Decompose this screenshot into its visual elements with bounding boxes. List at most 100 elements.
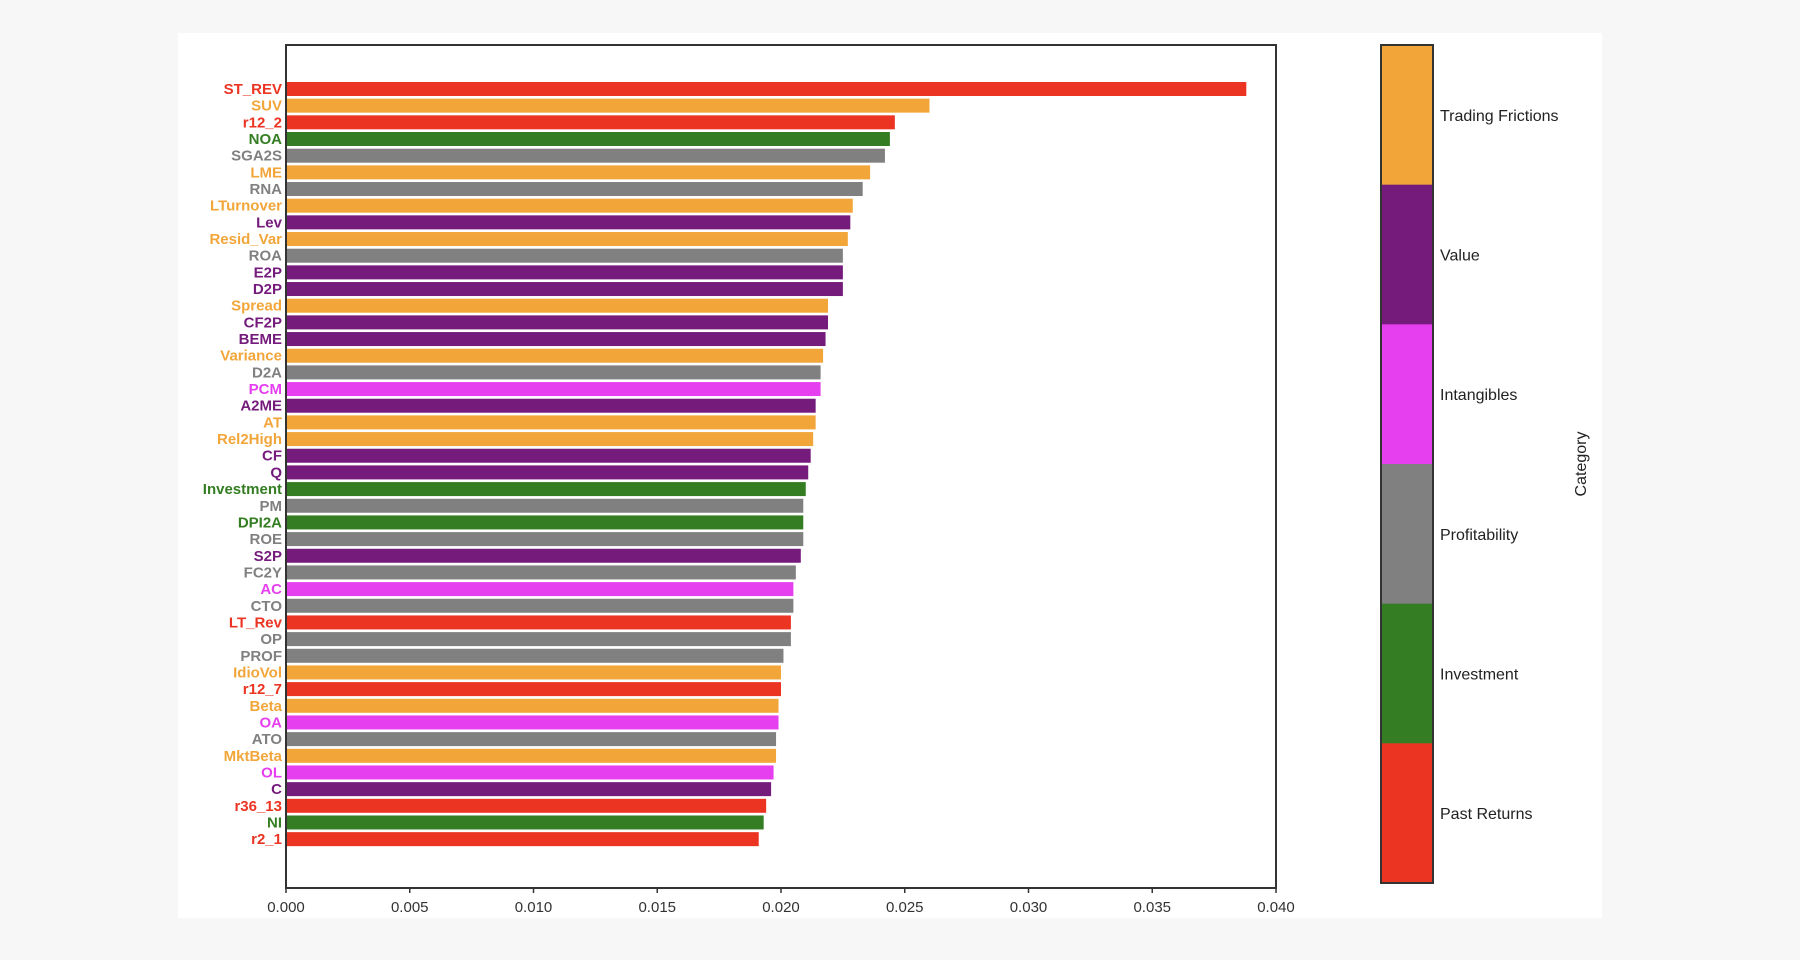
x-tick-label: 0.025: [886, 899, 924, 916]
bar-roe: [286, 532, 804, 547]
bar-beme: [286, 332, 826, 347]
bar-label-lme: LME: [250, 164, 282, 181]
figure-card: ST_REV SUV r12_2 NOA SGA2S LME RNA LTurnover Lev…: [178, 33, 1602, 918]
bar-noa: [286, 132, 890, 147]
bar-label-fc2y: FC2Y: [244, 564, 282, 581]
bar-label-q: Q: [270, 464, 282, 481]
colorbar-label-value: Value: [1440, 248, 1480, 265]
bar-op: [286, 632, 791, 647]
bar-label-at: AT: [263, 414, 282, 431]
bar-lev: [286, 215, 851, 230]
bar-label-r12-2: r12_2: [243, 114, 282, 131]
bar-label-r12-7: r12_7: [243, 681, 282, 698]
bar-label-beme: BEME: [239, 331, 282, 348]
bar-c: [286, 782, 772, 797]
bar-dpi2a: [286, 515, 804, 530]
bar-label-roe: ROE: [249, 531, 282, 548]
bar-at: [286, 415, 816, 430]
x-tick-label: 0.015: [638, 899, 676, 916]
bar-label-sga2s: SGA2S: [231, 148, 282, 165]
bar-cf2p: [286, 315, 829, 330]
bar-cf: [286, 448, 811, 463]
bar-label-st-rev: ST_REV: [224, 81, 282, 98]
bar-label-ato: ATO: [252, 731, 283, 748]
bar-resid-var: [286, 232, 848, 247]
bar-ato: [286, 732, 777, 747]
bar-label-variance: Variance: [220, 348, 282, 365]
bar-a2me: [286, 398, 816, 413]
colorbar-swatch-value: [1381, 184, 1433, 325]
bar-label-r36-13: r36_13: [234, 798, 282, 815]
bar-labels-layer: ST_REVSUVr12_2NOASGA2SLMERNALTurnoverLev…: [203, 81, 283, 848]
x-tick-label: 0.020: [762, 899, 800, 916]
bar-label-investment: Investment: [203, 481, 282, 498]
bar-rel2high: [286, 432, 814, 447]
bar-spread: [286, 298, 829, 313]
bar-label-s2p: S2P: [254, 548, 282, 565]
bar-r12-2: [286, 115, 895, 130]
bar-q: [286, 465, 809, 480]
bar-label-ni: NI: [267, 814, 282, 831]
colorbar-swatch-intangibles: [1381, 324, 1433, 465]
bar-label-idiovol: IdioVol: [233, 664, 282, 681]
bar-label-cf2p: CF2P: [244, 314, 282, 331]
colorbar-label-intangibles: Intangibles: [1440, 387, 1517, 404]
bar-label-rna: RNA: [250, 181, 283, 198]
bar-st-rev: [286, 82, 1247, 96]
x-tick-label: 0.005: [391, 899, 429, 916]
colorbar-label-trading-frictions: Trading Frictions: [1440, 108, 1559, 125]
bar-beta: [286, 698, 779, 713]
bar-r2-1: [286, 832, 759, 847]
bar-s2p: [286, 548, 801, 563]
colorbar-title: Category: [1573, 432, 1590, 497]
colorbar-label-profitability: Profitability: [1440, 527, 1518, 544]
bar-label-d2p: D2P: [253, 281, 282, 298]
x-tick-label: 0.035: [1133, 899, 1171, 916]
bar-pm: [286, 498, 804, 513]
colorbar-swatch-investment: [1381, 603, 1433, 744]
bar-cto: [286, 598, 794, 613]
bar-label-roa: ROA: [249, 248, 283, 265]
bar-label-cto: CTO: [251, 598, 283, 615]
colorbar-frame: [1380, 44, 1434, 884]
bar-label-lt-rev: LT_Rev: [229, 614, 283, 631]
colorbar-swatch-trading-frictions: [1381, 45, 1433, 186]
bar-ol: [286, 765, 774, 780]
colorbar-label-past-returns: Past Returns: [1440, 806, 1532, 823]
bar-label-cf: CF: [262, 448, 282, 465]
bar-chart: ST_REVSUVr12_2NOASGA2SLMERNALTurnoverLev…: [203, 44, 1590, 916]
bar-label-op: OP: [260, 631, 282, 648]
bar-label-r2-1: r2_1: [251, 831, 282, 848]
colorbar-swatch-past-returns: [1381, 743, 1433, 884]
bar-e2p: [286, 265, 843, 280]
bar-label-ol: OL: [261, 764, 282, 781]
bar-ac: [286, 582, 794, 597]
bar-label-prof: PROF: [240, 648, 282, 665]
bar-mktbeta: [286, 748, 777, 763]
x-axis: 0.000 0.005 0.010 0.015 0.020 0.025 0.030 0.035…: [267, 888, 1295, 916]
colorbar-swatch-profitability: [1381, 464, 1433, 605]
bar-investment: [286, 482, 806, 497]
bar-oa: [286, 715, 779, 730]
bar-label-rel2high: Rel2High: [217, 431, 282, 448]
bar-label-lturnover: LTurnover: [210, 198, 282, 215]
x-tick-label: 0.030: [1010, 899, 1048, 916]
bar-label-oa: OA: [260, 714, 283, 731]
bar-rna: [286, 182, 863, 197]
bar-label-beta: Beta: [249, 698, 282, 715]
bar-r36-13: [286, 798, 767, 813]
bar-suv: [286, 98, 930, 113]
bar-label-e2p: E2P: [254, 264, 282, 281]
bar-label-noa: NOA: [249, 131, 283, 148]
bars-layer: [286, 82, 1247, 847]
bar-roa: [286, 248, 843, 263]
bar-label-pcm: PCM: [249, 381, 282, 398]
x-tick-label: 0.040: [1257, 899, 1295, 916]
bar-prof: [286, 648, 784, 663]
bar-label-lev: Lev: [256, 214, 283, 231]
bar-lturnover: [286, 198, 853, 213]
bar-label-spread: Spread: [231, 298, 282, 315]
bar-label-dpi2a: DPI2A: [238, 514, 282, 531]
bar-lme: [286, 165, 871, 180]
bar-pcm: [286, 382, 821, 397]
